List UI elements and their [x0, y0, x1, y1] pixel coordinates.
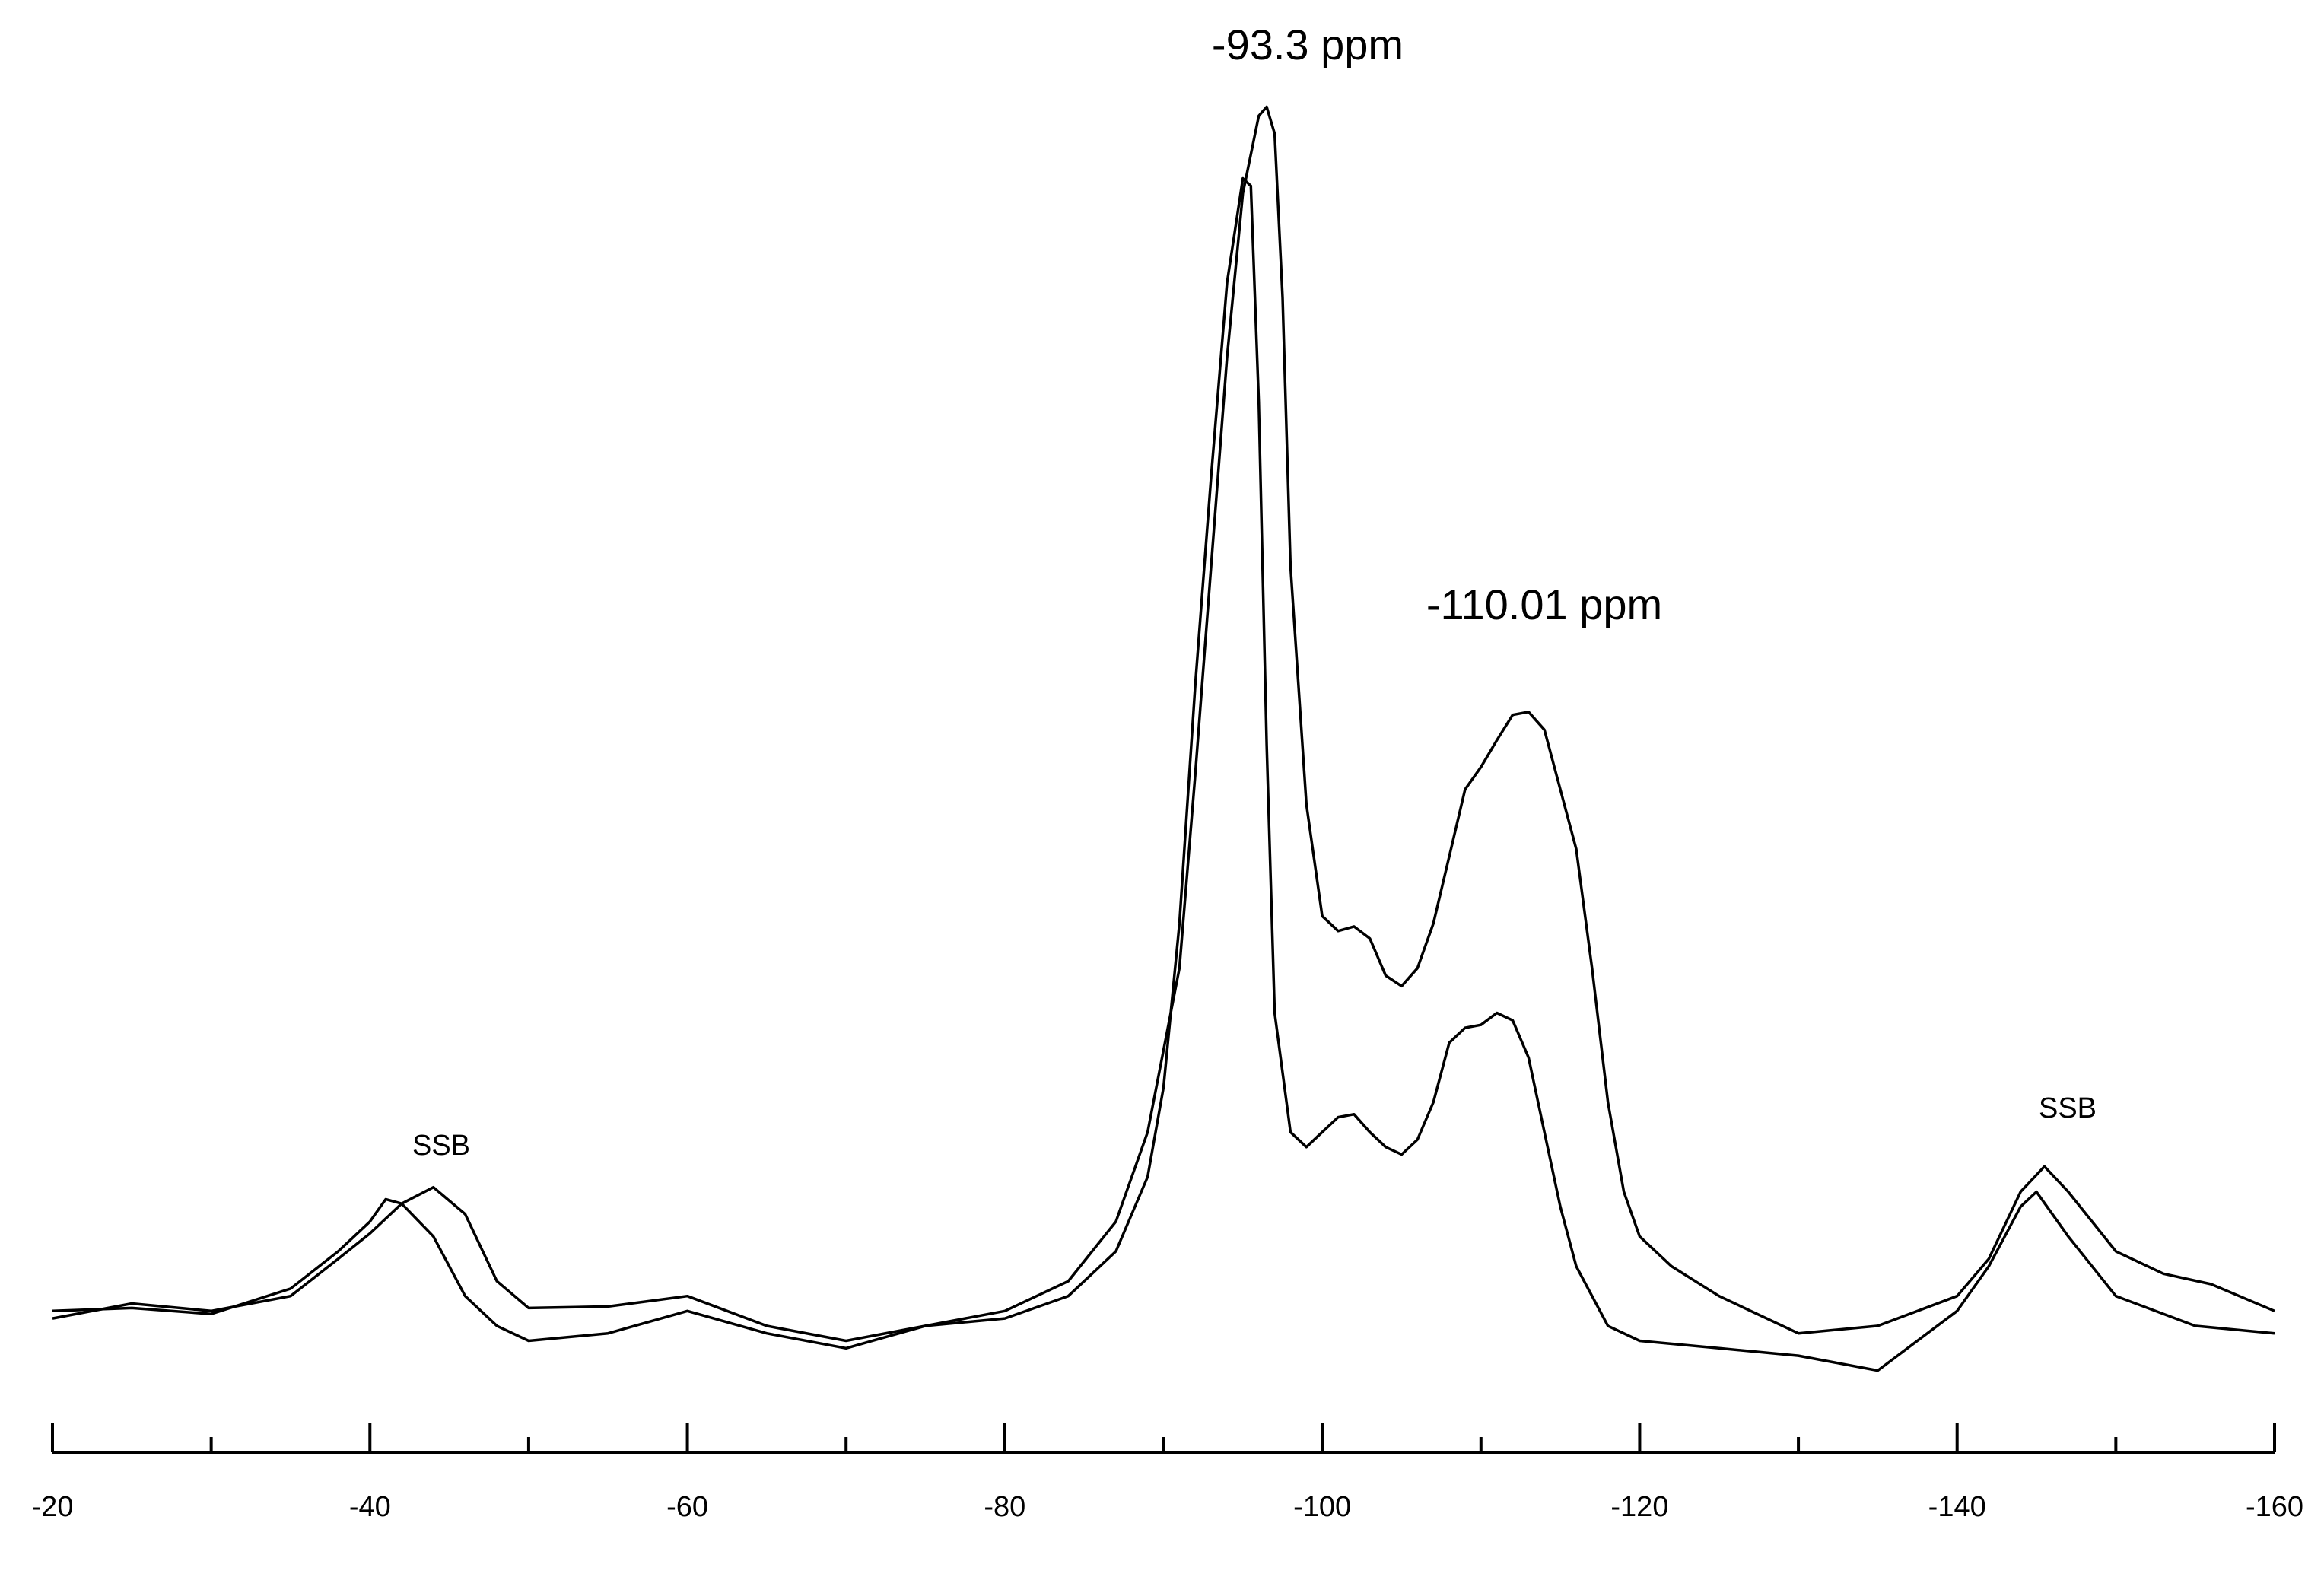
x-tick-label: -160 — [2246, 1491, 2303, 1523]
x-tick-label: -120 — [1610, 1491, 1668, 1523]
peak-annotation: -110.01 ppm — [1426, 580, 1662, 628]
x-tick-label: -80 — [984, 1491, 1025, 1523]
spectrum-line — [52, 105, 2275, 1343]
x-tick-label: -60 — [666, 1491, 708, 1523]
x-tick-label: -140 — [1928, 1491, 1986, 1523]
x-tick-label: -40 — [349, 1491, 391, 1523]
spectrum-line — [52, 176, 2275, 1372]
ssb-annotation: SSB — [2039, 1092, 2097, 1124]
x-tick-label: -20 — [32, 1491, 74, 1523]
x-tick-label: -100 — [1293, 1491, 1351, 1523]
ssb-annotation: SSB — [412, 1130, 470, 1162]
peak-annotation: -93.3 ppm — [1212, 21, 1404, 68]
